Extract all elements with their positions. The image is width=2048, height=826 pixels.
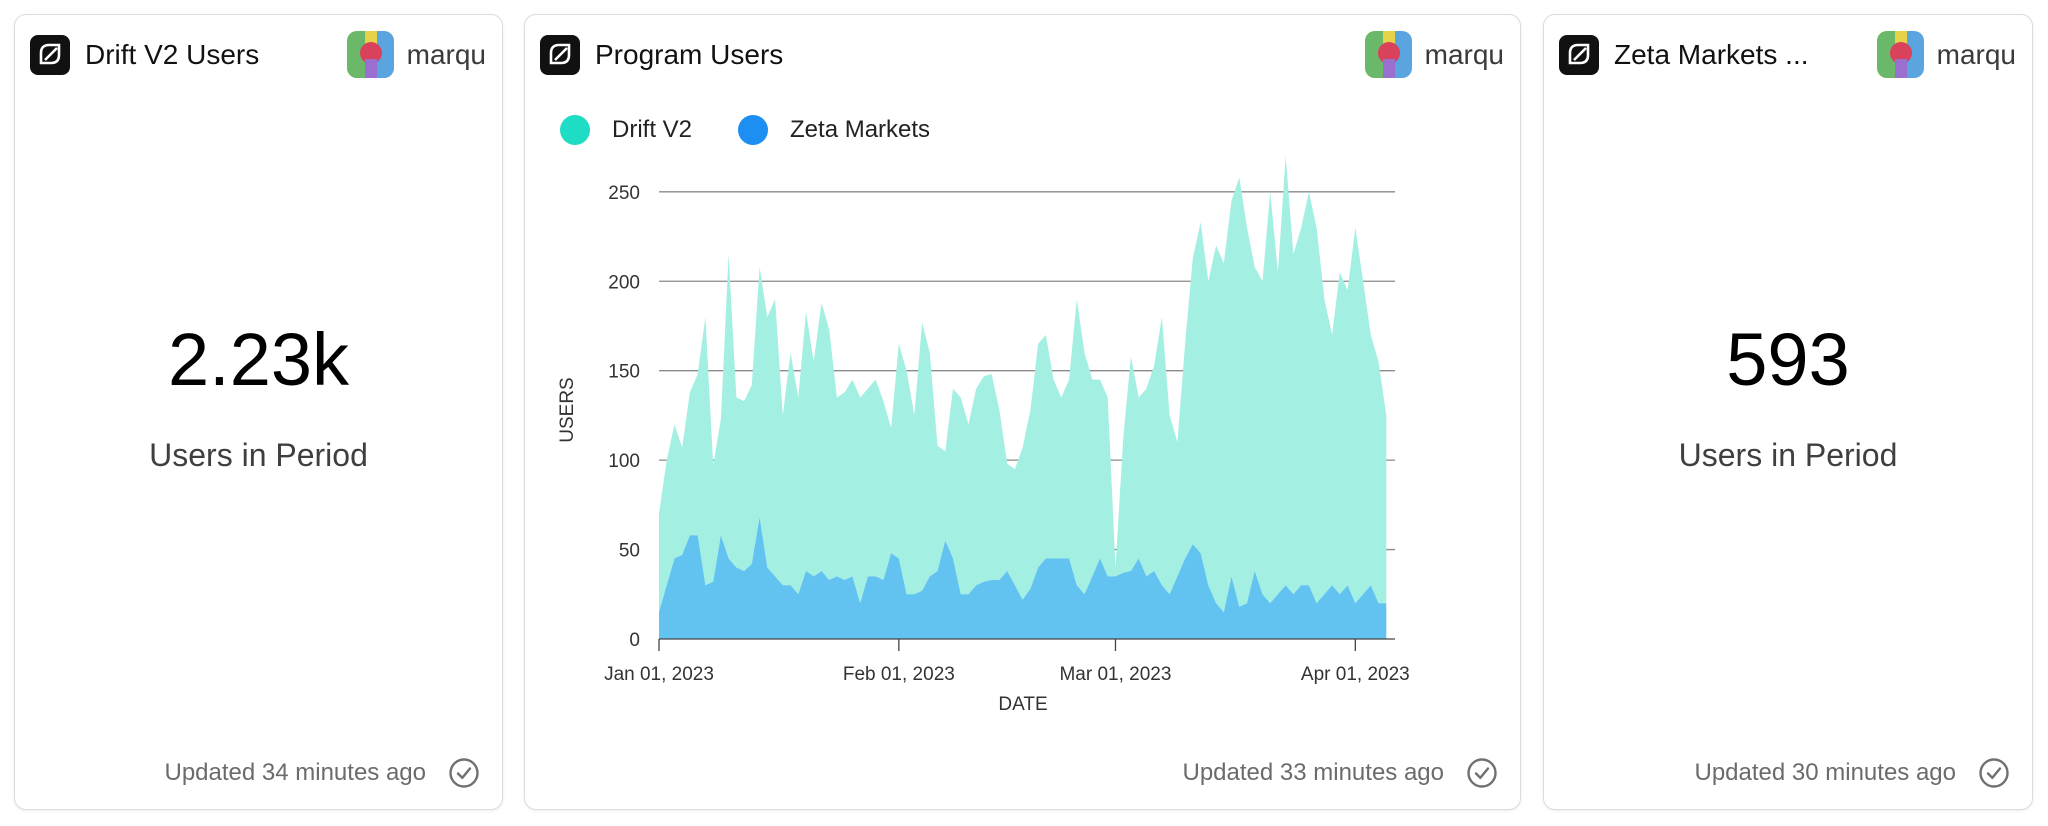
metric-caption: Users in Period	[1678, 437, 1898, 473]
legend-item-drift-v2[interactable]: Drift V2	[560, 115, 692, 145]
metric-caption: Users in Period	[149, 437, 368, 473]
author[interactable]: marqu	[1364, 31, 1504, 78]
app-logo-icon	[30, 35, 70, 75]
y-tick-label: 0	[629, 630, 640, 651]
area-zeta-markets[interactable]	[659, 517, 1387, 639]
x-tick-label: Feb 01, 2023	[843, 664, 955, 685]
updated-timestamp: Updated 34 minutes ago	[164, 759, 426, 786]
y-tick-label: 200	[608, 272, 640, 293]
updated-timestamp: Updated 30 minutes ago	[1694, 759, 1956, 786]
drift-v2-users-card[interactable]: Drift V2 Users marqu 2.23k Users in Peri…	[14, 14, 503, 810]
y-tick-label: 250	[608, 183, 640, 204]
app-logo-icon	[540, 35, 580, 75]
author[interactable]: marqu	[1876, 31, 2016, 78]
area-drift-v2[interactable]	[659, 156, 1387, 613]
card-title[interactable]: Drift V2 Users	[85, 39, 260, 70]
zeta-markets-users-card[interactable]: Zeta Markets ... marqu 593 Users in Peri…	[1543, 14, 2033, 810]
avatar[interactable]	[1364, 31, 1412, 78]
author-name[interactable]: marqu	[1936, 38, 2016, 70]
metric-value: 2.23k	[167, 318, 350, 401]
card-footer: Updated 34 minutes ago	[164, 757, 480, 789]
check-circle-icon	[449, 758, 479, 788]
app-logo-icon	[1559, 35, 1599, 75]
author-name[interactable]: marqu	[406, 38, 486, 70]
area-series	[659, 156, 1387, 639]
x-tick-label: Mar 01, 2023	[1059, 664, 1171, 685]
y-tick-label: 50	[619, 541, 640, 562]
card-footer: Updated 30 minutes ago	[1694, 757, 2010, 789]
check-circle-icon	[1467, 758, 1497, 788]
legend-item-zeta-markets[interactable]: Zeta Markets	[738, 115, 930, 145]
avatar[interactable]	[1876, 31, 1924, 78]
author[interactable]: marqu	[346, 31, 486, 78]
legend-label: Drift V2	[612, 116, 693, 143]
x-axis-title: DATE	[998, 694, 1047, 715]
check-circle-icon	[1979, 758, 2009, 788]
axes: 0 50 100 150 200 250 Jan 01, 2023 Feb 01, 2023 M…	[604, 183, 1410, 685]
program-users-chart: 0 50 100 150 200 250 Jan 01, 2023 Feb 01, 2023 M…	[557, 156, 1410, 715]
author-name[interactable]: marqu	[1424, 38, 1504, 70]
y-tick-label: 150	[608, 362, 640, 383]
avatar[interactable]	[346, 31, 394, 78]
metric-value: 593	[1726, 318, 1850, 401]
legend-swatch	[560, 115, 590, 145]
legend-label: Zeta Markets	[790, 116, 931, 143]
x-tick-label: Jan 01, 2023	[604, 664, 714, 685]
card-footer: Updated 33 minutes ago	[1182, 757, 1498, 789]
legend-swatch	[738, 115, 769, 145]
card-title[interactable]: Zeta Markets ...	[1614, 39, 1809, 70]
updated-timestamp: Updated 33 minutes ago	[1182, 759, 1444, 786]
x-tick-label: Apr 01, 2023	[1301, 664, 1410, 685]
program-users-card[interactable]: Program Users marqu 0 50 100 150 200 250 Jan 0…	[524, 14, 1521, 810]
chart-legend: Drift V2 Zeta Markets	[560, 115, 976, 145]
y-tick-label: 100	[608, 451, 640, 472]
y-axis-title: USERS	[557, 377, 578, 442]
